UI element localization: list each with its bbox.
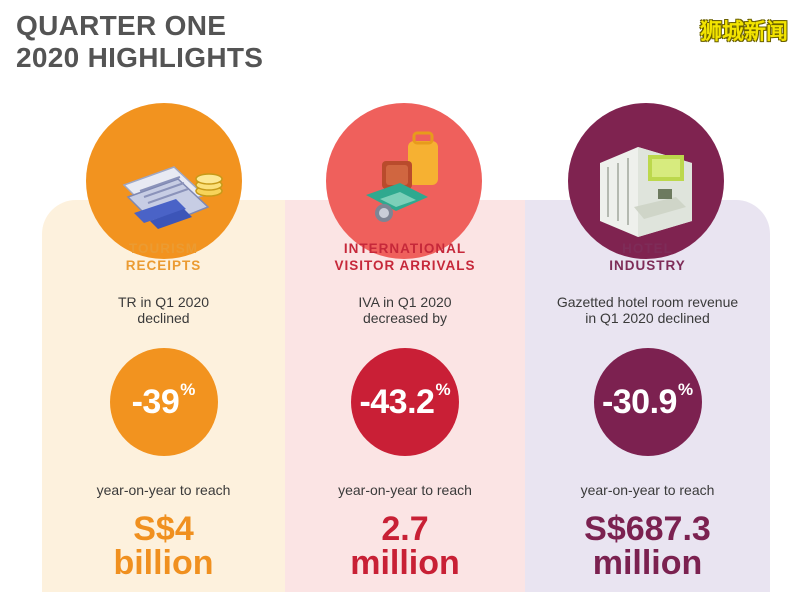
reach-text: year-on-year to reach [338,482,472,498]
percent-badge: -43.2% [351,348,459,456]
category-label: TOURISM RECEIPTS [42,240,285,278]
visitor-arrivals-column: INTERNATIONAL VISITOR ARRIVALS IVA in Q1… [285,238,525,580]
category-line-2: RECEIPTS [125,258,202,273]
title-line-2: 2020 HIGHLIGHTS [16,42,264,73]
headline-value: 2.7 million [285,512,525,580]
headline-value-line-1: S$4 [133,510,194,548]
category-label: HOTEL INDUSTRY [525,240,770,278]
category-label: INTERNATIONAL VISITOR ARRIVALS [285,240,525,278]
headline-value-line-2: million [592,544,703,582]
description: Gazetted hotel room revenue in Q1 2020 d… [525,294,770,328]
headline-value-line-1: S$687.3 [584,510,711,548]
category-line-1: HOTEL [622,241,673,256]
description-line-2: in Q1 2020 declined [585,310,710,326]
category-line-2: INDUSTRY [609,258,686,273]
headline-value-line-2: million [350,544,460,582]
percent-badge: -30.9% [593,348,702,456]
percent-value: -30.9 [601,382,678,421]
hotel-lobby-icon [568,103,724,259]
reach-text: year-on-year to reach [96,482,231,498]
headline-value: S$4 billion [42,512,285,580]
tourism-receipts-column: TOURISM RECEIPTS TR in Q1 2020 declined … [42,238,285,580]
watermark-logo: 狮城新闻 [699,20,788,45]
percent-badge: -39% [109,348,218,456]
category-line-1: TOURISM [128,241,198,256]
description-line-2: decreased by [362,310,448,326]
description-line-1: IVA in Q1 2020 [358,294,452,310]
description-line-1: TR in Q1 2020 [117,294,210,310]
reach-text: year-on-year to reach [580,482,715,498]
percent-sign: % [677,380,694,399]
description: IVA in Q1 2020 decreased by [285,294,525,328]
description-line-1: Gazetted hotel room revenue [556,294,739,310]
page-title: QUARTER ONE 2020 HIGHLIGHTS [16,10,263,74]
category-line-2: VISITOR ARRIVALS [334,258,476,273]
percent-sign: % [435,380,451,399]
headline-value-line-1: 2.7 [381,510,429,548]
percent-sign: % [180,380,196,399]
percent-value: -39 [131,382,180,421]
description-line-2: declined [137,310,190,326]
tickets-and-coins-icon [86,103,242,259]
percent-value: -43.2 [359,382,435,421]
hotel-industry-column: HOTEL INDUSTRY Gazetted hotel room reven… [525,238,770,580]
category-line-1: INTERNATIONAL [343,241,467,256]
description: TR in Q1 2020 declined [42,294,285,328]
headline-value-line-2: billion [113,544,214,582]
headline-value: S$687.3 million [525,512,770,580]
title-line-1: QUARTER ONE [16,10,227,41]
luggage-and-map-icon [326,103,482,259]
